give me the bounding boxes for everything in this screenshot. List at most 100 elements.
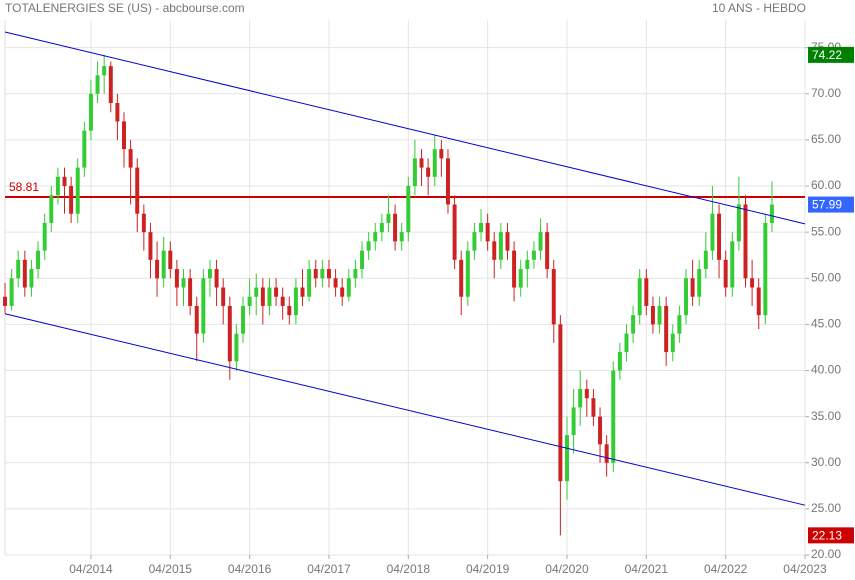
candle-body [346,278,351,297]
candle-body [445,158,450,205]
candle-body [611,370,616,463]
candle-body [412,158,417,187]
x-tick-label: 04/2023 [783,562,827,576]
y-tick-label: 50.00 [811,270,841,284]
candle-body [670,333,675,353]
candle-body [584,388,589,399]
candle-body [730,241,735,288]
y-tick-label: 40.00 [811,363,841,377]
candle-body [723,259,728,288]
candle-body [36,250,41,270]
price-marker [808,196,854,213]
candle-body [743,204,748,279]
candle-body [750,278,755,288]
candle-body [333,278,338,288]
price-marker-label: 74.22 [812,48,842,62]
x-tick-label: 04/2018 [387,562,431,576]
candle-body [42,222,47,251]
candle-body [472,232,477,251]
candle-body [340,287,345,297]
candle-body [386,213,391,223]
candle-body [234,333,239,362]
candle-body [366,241,371,251]
candle-body [188,278,193,306]
candle-body [393,213,398,242]
candle-body [373,232,378,242]
candle-body [432,149,437,177]
candle-body [736,204,741,242]
candle-body [227,305,232,362]
x-tick-label: 04/2019 [466,562,510,576]
candle-body [29,269,34,288]
price-marker-label: 57.99 [812,198,842,212]
candle-body [82,130,87,168]
candle-body [697,269,702,297]
y-tick-label: 60.00 [811,178,841,192]
y-tick-label: 20.00 [811,547,841,561]
candle-body [326,269,331,279]
candle-body [320,269,325,279]
x-tick-label: 04/2014 [69,562,113,576]
candle-body [558,324,563,482]
candle-body [201,278,206,334]
candle-body [703,250,708,270]
candle-body [518,269,523,288]
trendline [4,31,806,225]
candle-body [591,398,596,417]
y-tick-label: 45.00 [811,317,841,331]
candle-body [122,121,126,150]
candle-body [717,213,722,260]
candle-body [505,232,510,251]
candle-body [604,444,609,463]
y-tick-label: 30.00 [811,455,841,469]
candle-body [531,250,536,260]
candle-body [545,232,550,270]
candle-body [95,75,100,94]
y-tick-label: 25.00 [811,501,841,515]
candle-body [313,269,318,279]
candle-body [115,103,120,122]
candle-body [168,250,173,270]
candle-body [492,241,497,260]
candle-body [677,315,682,334]
candle-body [75,167,80,214]
candle-body [657,305,662,325]
candle-body [62,176,67,187]
price-marker [808,46,854,63]
candle-body [69,186,74,214]
candle-body [221,287,226,306]
candle-body [684,278,688,316]
candle-body [3,296,7,306]
x-tick-label: 04/2015 [149,562,193,576]
candle-body [763,222,768,316]
candle-body [360,250,365,270]
candle-body [465,250,470,297]
candle-body [459,259,464,297]
candle-body [399,232,404,242]
candle-body [194,305,199,334]
candle-body [512,250,517,288]
candle-body [664,305,669,353]
candle-body [247,296,252,306]
x-tick-label: 04/2020 [545,562,589,576]
candle-body [214,269,219,288]
candle-body [565,435,569,482]
candle-body [148,232,153,260]
candle-body [267,287,272,306]
candle-body [174,269,179,288]
price-marker [808,527,854,544]
candle-body [624,333,629,353]
candle-body [207,269,212,279]
candle-body [353,269,358,279]
candle-body [631,315,636,334]
candle-body [300,287,305,297]
candle-body [617,352,622,371]
candle-body [88,93,93,131]
candle-body [769,204,774,223]
candle-body [538,232,543,251]
candle-body [280,296,285,306]
candle-body [551,269,556,325]
candle-body [274,287,279,297]
x-tick-label: 04/2017 [307,562,351,576]
